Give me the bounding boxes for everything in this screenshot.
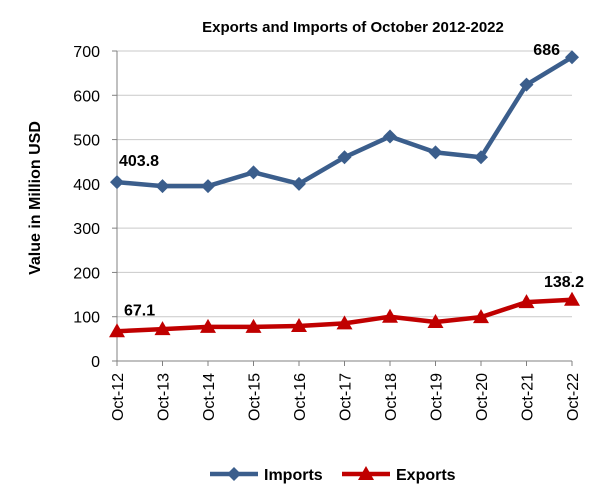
data-point-exports [200, 318, 216, 333]
y-tick-label: 300 [73, 221, 100, 238]
data-label: 67.1 [124, 302, 155, 319]
x-tick-label: Oct-14 [201, 373, 218, 421]
axes [112, 50, 573, 366]
y-tick-label: 200 [73, 265, 100, 282]
data-point-imports [474, 150, 488, 165]
x-tick-label: Oct-13 [156, 373, 173, 421]
data-point-exports [154, 321, 171, 336]
data-point-imports [428, 145, 443, 160]
y-tick-label: 600 [73, 88, 100, 105]
x-tick-label: Oct-12 [110, 373, 127, 421]
data-point-imports [246, 165, 261, 180]
data-point-exports [291, 318, 307, 333]
legend-marker-exports [358, 466, 374, 480]
data-point-imports [292, 176, 306, 191]
x-tick-label: Oct-20 [474, 373, 491, 421]
y-tick-label: 400 [73, 177, 100, 194]
data-point-imports [383, 129, 397, 144]
y-axis-label: Value in Million USD [27, 121, 44, 275]
data-point-imports [337, 150, 352, 165]
data-label: 686 [533, 42, 560, 59]
x-tick-label: Oct-16 [292, 373, 309, 421]
data-point-exports [382, 308, 398, 323]
data-point-imports [110, 175, 124, 190]
x-axis-ticks: Oct-12 Oct-13 Oct-14 Oct-15 Oct-16 Oct-17 Oct-… [110, 373, 582, 421]
chart-title: Exports and Imports of October 2012-2022 [202, 19, 504, 36]
y-tick-label: 100 [73, 310, 100, 327]
x-tick-label: Oct-22 [565, 373, 582, 421]
data-point-exports [564, 291, 580, 306]
data-labels: 403.8 686 67.1 138.2 [119, 42, 584, 319]
x-tick-label: Oct-17 [338, 373, 355, 421]
y-axis-ticks: 0 100 200 300 400 500 600 700 [73, 44, 100, 371]
x-tick-label: Oct-19 [429, 373, 446, 421]
legend: Imports Exports [210, 466, 456, 484]
data-point-imports [155, 179, 170, 194]
data-point-exports [518, 294, 535, 309]
series-lines [116, 55, 574, 334]
data-label: 138.2 [544, 274, 584, 291]
y-tick-label: 500 [73, 133, 100, 150]
y-tick-label: 0 [91, 354, 100, 371]
series-line-imports [116, 55, 574, 189]
y-tick-label: 700 [73, 44, 100, 61]
data-point-exports [336, 315, 353, 330]
data-point-imports [565, 50, 579, 65]
data-point-exports [109, 323, 125, 338]
series-markers [109, 50, 580, 338]
x-tick-label: Oct-18 [383, 373, 400, 421]
data-point-imports [519, 77, 534, 92]
x-tick-label: Oct-15 [247, 373, 264, 421]
x-tick-label: Oct-21 [520, 373, 537, 421]
data-point-imports [201, 179, 215, 194]
legend-marker-imports [227, 467, 241, 481]
legend-label-imports: Imports [264, 467, 323, 484]
legend-label-exports: Exports [396, 467, 456, 484]
data-point-exports [473, 309, 489, 324]
data-label: 403.8 [119, 153, 159, 170]
data-point-exports [245, 318, 262, 333]
data-point-exports [427, 314, 444, 329]
